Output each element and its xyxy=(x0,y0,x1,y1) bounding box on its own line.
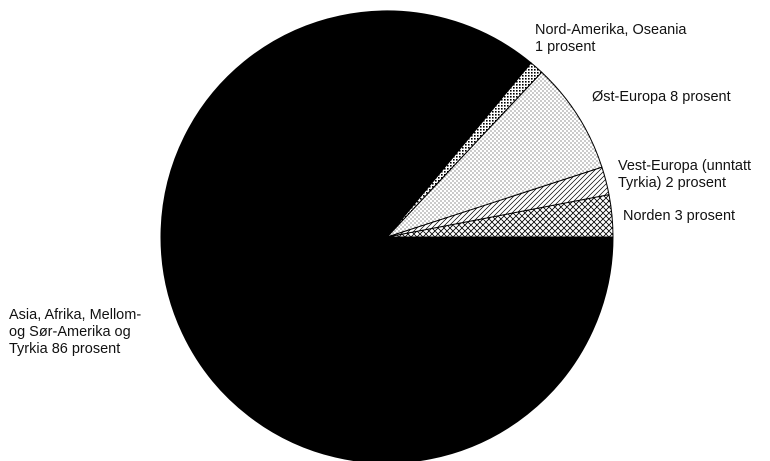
slice-label-0: Norden 3 prosent xyxy=(623,208,735,224)
slice-label-line: Nord-Amerika, Oseania xyxy=(535,22,687,38)
slice-label-1: Vest-Europa (unntatt Tyrkia) 2 prosent xyxy=(618,158,751,191)
slice-label-line: Øst-Europa 8 prosent xyxy=(592,89,731,105)
slice-label-line: 1 prosent xyxy=(535,39,595,55)
slice-label-line: Tyrkia 86 prosent xyxy=(9,341,120,357)
slice-label-line: Vest-Europa (unntatt xyxy=(618,158,751,174)
slice-label-3: Nord-Amerika, Oseania 1 prosent xyxy=(535,22,687,55)
slice-label-line: Asia, Afrika, Mellom- xyxy=(9,307,141,323)
slice-label-line: Norden 3 prosent xyxy=(623,208,735,224)
slice-label-line: og Sør-Amerika og xyxy=(9,324,131,340)
pie-slices xyxy=(160,10,614,461)
slice-label-2: Øst-Europa 8 prosent xyxy=(592,89,731,105)
slice-label-line: Tyrkia) 2 prosent xyxy=(618,175,726,191)
pie-slice-4 xyxy=(160,10,614,461)
pie-slice-2 xyxy=(386,71,603,238)
slice-label-4: Asia, Afrika, Mellom-og Sør-Amerika og Ty… xyxy=(9,307,141,357)
